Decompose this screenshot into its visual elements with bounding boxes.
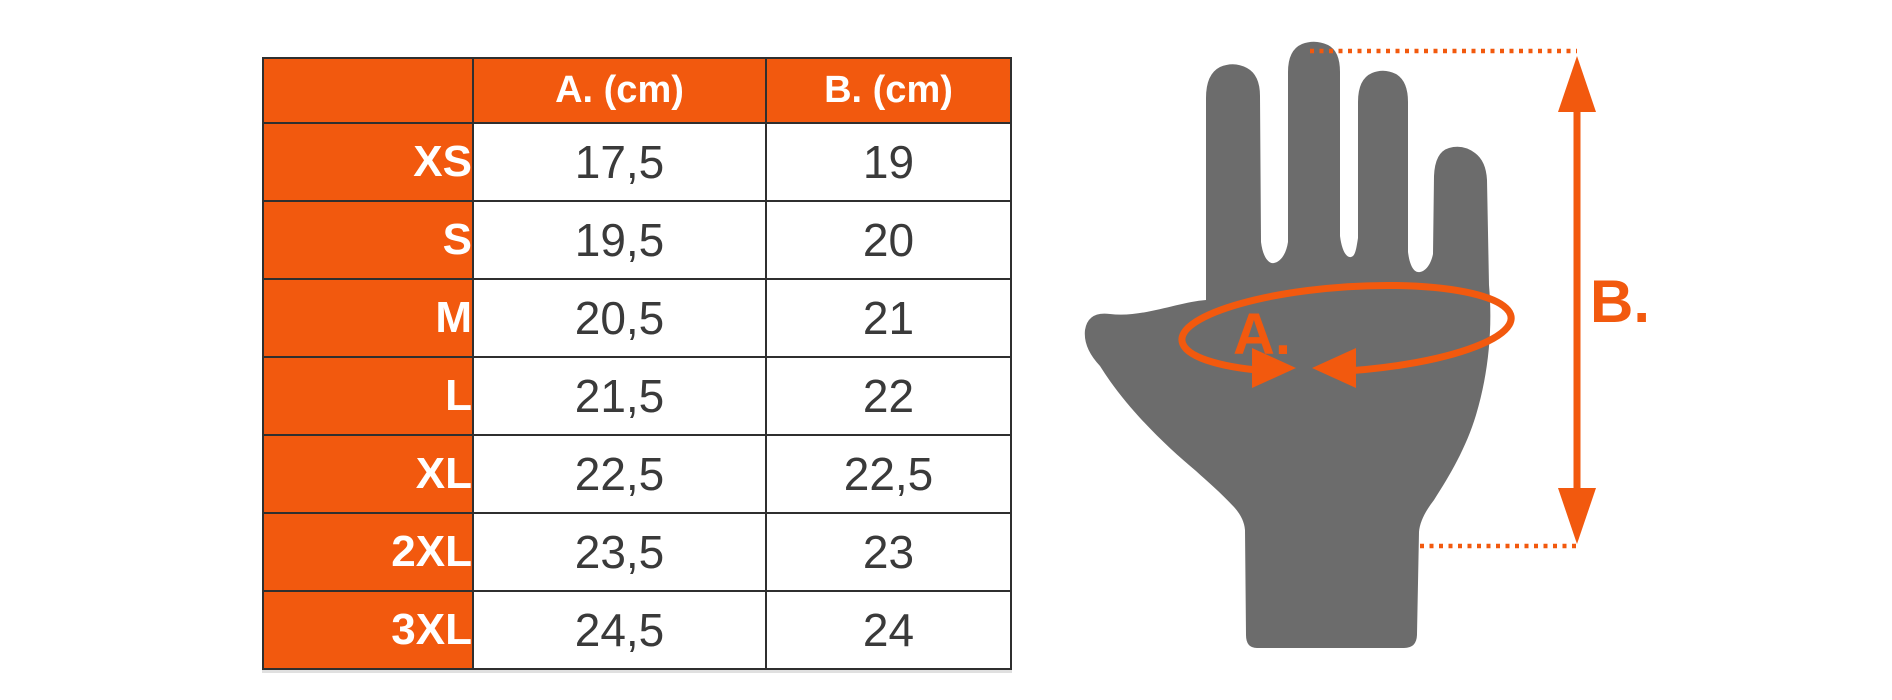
circumference-arrow-a: A. <box>1178 281 1515 388</box>
table-row: M 20,5 21 <box>262 278 1012 358</box>
value-a: 19,5 <box>472 200 767 280</box>
table-row: S 19,5 20 <box>262 200 1012 280</box>
hand-measurement-diagram: A. B. <box>1084 41 1650 648</box>
size-label: L <box>262 356 474 436</box>
col-header-a: A. (cm) <box>472 57 767 124</box>
label-b: B. <box>1590 268 1650 335</box>
value-b: 20 <box>765 200 1012 280</box>
size-chart-table: A. (cm) B. (cm) XS 17,5 19 S 19,5 20 M 2… <box>262 57 1012 670</box>
arrowhead-left-icon <box>1312 348 1356 388</box>
size-label: S <box>262 200 474 280</box>
value-a: 24,5 <box>472 590 767 670</box>
value-b: 22,5 <box>765 434 1012 514</box>
col-header-size <box>262 57 474 124</box>
table-row: 3XL 24,5 24 <box>262 590 1012 670</box>
hand-silhouette-icon <box>1084 41 1491 648</box>
arrowhead-up-icon <box>1558 56 1596 112</box>
value-a: 17,5 <box>472 122 767 202</box>
table-row: L 21,5 22 <box>262 356 1012 436</box>
value-b: 22 <box>765 356 1012 436</box>
label-a: A. <box>1233 302 1291 367</box>
size-label: XL <box>262 434 474 514</box>
header-row: A. (cm) B. (cm) <box>262 57 1012 124</box>
value-b: 24 <box>765 590 1012 670</box>
arrowhead-right-icon <box>1252 348 1296 388</box>
height-arrow-b: B. <box>1310 48 1650 549</box>
size-label: 2XL <box>262 512 474 592</box>
value-a: 23,5 <box>472 512 767 592</box>
arrowhead-down-icon <box>1558 488 1596 544</box>
value-a: 22,5 <box>472 434 767 514</box>
table-row: 2XL 23,5 23 <box>262 512 1012 592</box>
size-label: 3XL <box>262 590 474 670</box>
size-label: M <box>262 278 474 358</box>
value-b: 23 <box>765 512 1012 592</box>
size-label: XS <box>262 122 474 202</box>
table-row: XS 17,5 19 <box>262 122 1012 202</box>
value-b: 21 <box>765 278 1012 358</box>
value-a: 21,5 <box>472 356 767 436</box>
value-b: 19 <box>765 122 1012 202</box>
table-row: XL 22,5 22,5 <box>262 434 1012 514</box>
col-header-b: B. (cm) <box>765 57 1012 124</box>
value-a: 20,5 <box>472 278 767 358</box>
